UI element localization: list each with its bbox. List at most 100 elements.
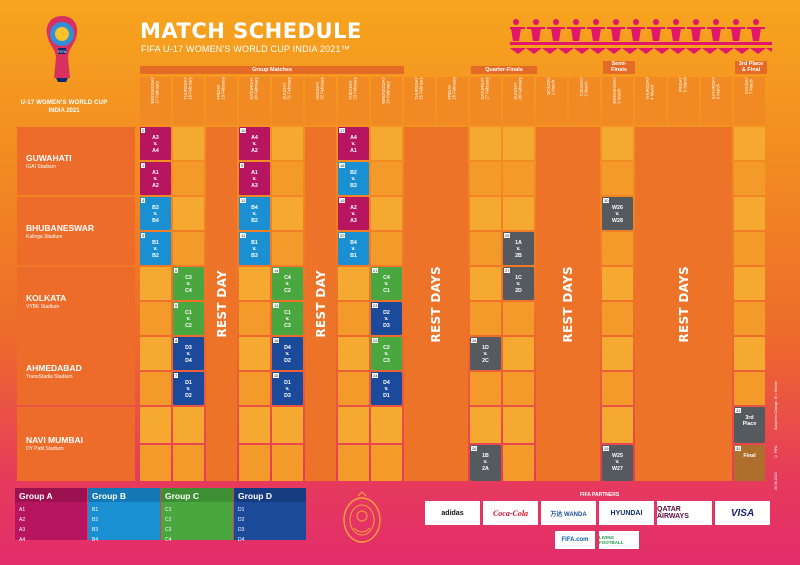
- grid-cell: [140, 407, 171, 443]
- grid-cell: [734, 337, 765, 370]
- match-team: D4: [383, 380, 390, 386]
- match-card: 7 D1 v. D2: [173, 372, 204, 405]
- match-team: C1: [284, 310, 291, 316]
- grid-cell: [140, 337, 171, 370]
- grid-cell: [470, 302, 501, 335]
- match-team: B4: [152, 217, 159, 224]
- grid-cell: [338, 267, 369, 300]
- day-header: FRIDAY 19 February: [206, 77, 237, 125]
- grid-cell: [272, 127, 303, 160]
- grid-cell: [470, 267, 501, 300]
- legend-group-a: Group A A1 A2 A3 A4: [15, 488, 87, 543]
- stage-quarter-finals: Quarter-Finals: [471, 66, 537, 74]
- legend-team: A4: [19, 537, 26, 543]
- grid-cell: [602, 162, 633, 195]
- sponsor-name: 万达 WANDA: [550, 511, 587, 518]
- match-versus: v.: [252, 211, 257, 218]
- match-team: A3: [251, 182, 258, 189]
- stage-final: 3rd Place & Final: [735, 61, 767, 74]
- day-label: TUESDAY 23 February: [348, 77, 358, 100]
- partners-title: FIFA PARTNERS: [580, 492, 620, 498]
- grid-cell: [173, 127, 204, 160]
- grid-cell: [470, 127, 501, 160]
- legend-group-title: Group C: [161, 488, 233, 502]
- day-header: SATURDAY 27 February: [470, 77, 501, 125]
- tournament-logo: FIFA: [46, 16, 78, 82]
- match-card: 31 3rd Place: [734, 407, 765, 443]
- legend-team: B3: [92, 527, 99, 533]
- match-versus: v.: [153, 211, 158, 218]
- grid-cell: [602, 407, 633, 443]
- side-note-copyright: © FIFA: [774, 445, 778, 458]
- match-team: 1B: [482, 453, 489, 459]
- venue-row-navi-mumbai: NAVI MUMBAI DY Patil Stadium: [17, 407, 135, 481]
- match-team: B2: [152, 252, 159, 259]
- day-label: FRIDAY 26 February: [447, 77, 457, 100]
- match-number: 18: [339, 163, 346, 168]
- match-team: D2: [284, 357, 291, 364]
- day-header: FRIDAY 5 March: [668, 77, 699, 125]
- legend-team: C2: [165, 517, 172, 523]
- match-team: A2: [350, 205, 357, 211]
- day-header: SUNDAY 7 March: [734, 77, 765, 125]
- match-versus: v.: [516, 246, 521, 253]
- match-versus: v.: [252, 176, 257, 183]
- match-card: 21 C4 v. C1: [371, 267, 402, 300]
- day-header: SATURDAY 20 February: [239, 77, 270, 125]
- match-team: D3: [185, 345, 192, 351]
- grid-cell: [734, 302, 765, 335]
- day-header: WEDNESDAY 24 February: [371, 77, 402, 125]
- fifa-com-label: FIFA.com: [561, 537, 589, 543]
- grid-cell: [470, 407, 501, 443]
- match-card: 2 A3 v. A4: [140, 127, 171, 160]
- match-team: C1: [185, 310, 192, 316]
- match-team: A2: [152, 182, 159, 189]
- match-number: 6: [174, 268, 179, 273]
- day-label: WEDNESDAY 3 March: [612, 77, 622, 104]
- sponsor-qatar-airways: QATAR AIRWAYS: [657, 501, 712, 525]
- match-number: 10: [240, 128, 247, 133]
- grid-cell: [239, 407, 270, 443]
- grid-cell: [173, 445, 204, 481]
- match-team: B1: [152, 240, 159, 246]
- figure-icon: [587, 19, 605, 41]
- match-team: 2D: [515, 287, 522, 294]
- venue-stadium: IGAI Stadium: [26, 164, 56, 170]
- match-versus: v.: [615, 459, 620, 466]
- grid-cell: [371, 445, 402, 481]
- grid-cell: [503, 407, 534, 443]
- grid-cell: [272, 445, 303, 481]
- page-title: MATCH SCHEDULE: [140, 19, 362, 43]
- match-number: 32: [735, 446, 742, 451]
- match-card: 5 C1 v. C2: [173, 302, 204, 335]
- match-card: 15 D1 v. D3: [272, 372, 303, 405]
- venue-stadium: DY Patil Stadium: [26, 446, 64, 452]
- match-team: C3: [383, 357, 390, 364]
- sponsor-name: Coca-Cola: [492, 508, 529, 518]
- day-label: SUNDAY 21 February: [282, 77, 292, 100]
- grid-cell: [602, 337, 633, 370]
- match-team: W28: [612, 217, 623, 224]
- grid-cell: [503, 162, 534, 195]
- figures-row: [510, 42, 772, 54]
- day-header: SUNDAY 28 February: [503, 77, 534, 125]
- match-number: 11: [240, 233, 247, 238]
- rest-day-label: REST DAY: [313, 270, 328, 338]
- rest-days-column-4-6mar: REST DAYS: [635, 127, 732, 481]
- match-versus: v.: [351, 176, 356, 183]
- sponsor-wanda: 万达 WANDA: [541, 501, 596, 525]
- grid-cell: [503, 337, 534, 370]
- match-team: B3: [350, 182, 357, 189]
- match-team: C2: [185, 322, 192, 329]
- legend-team: B4: [92, 537, 99, 543]
- match-number: 30: [603, 198, 610, 203]
- match-versus: v.: [186, 281, 191, 288]
- legend-team: C3: [165, 527, 172, 533]
- day-header: TUESDAY 2 March: [569, 77, 600, 125]
- match-versus: v.: [384, 351, 389, 358]
- grid-cell: [734, 197, 765, 230]
- side-note-date: 25.06.2020: [774, 472, 778, 490]
- match-card: 24 D4 v. D1: [371, 372, 402, 405]
- match-team: D1: [185, 380, 192, 386]
- match-versus: v.: [153, 246, 158, 253]
